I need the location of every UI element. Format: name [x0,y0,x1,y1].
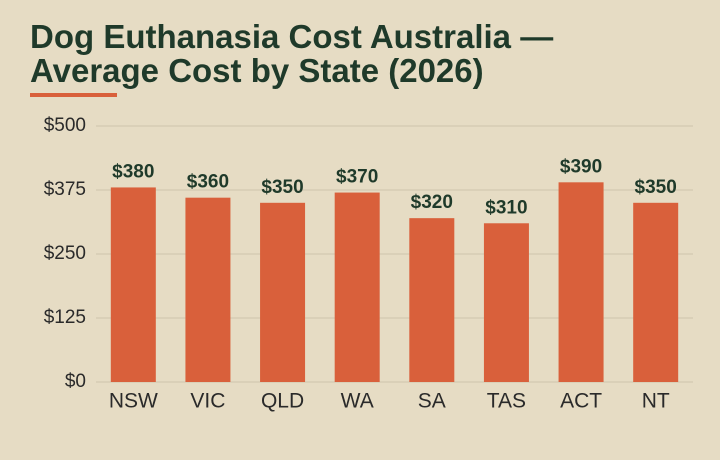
bar [334,192,380,382]
chart-title: Dog Euthanasia Cost Australia — Average … [30,18,554,89]
x-tick-label: NSW [109,390,158,413]
bar [633,202,679,382]
title-accent [30,93,117,97]
bar [558,182,604,382]
bar [110,187,156,382]
value-label: $380 [112,161,154,182]
y-tick-label: $125 [44,307,86,328]
x-tick-label: NT [642,390,670,413]
x-tick-label: QLD [261,390,304,413]
bar [260,202,306,382]
value-label: $310 [485,197,527,218]
bar [483,223,529,382]
x-tick-label: TAS [487,390,526,413]
y-tick-label: $0 [65,371,86,392]
value-label: $350 [635,177,677,198]
value-label: $350 [261,177,303,198]
value-label: $390 [560,156,602,177]
y-tick-label: $375 [44,179,86,200]
bar [409,218,455,382]
bar [185,197,231,382]
x-tick-label: WA [341,390,374,413]
value-label: $360 [187,172,229,193]
y-tick-label: $250 [44,243,86,264]
y-tick-label: $500 [44,115,86,136]
x-tick-label: VIC [190,390,225,413]
x-tick-label: ACT [560,390,602,413]
value-label: $370 [336,167,378,188]
x-tick-label: SA [418,390,446,413]
value-label: $320 [411,192,453,213]
